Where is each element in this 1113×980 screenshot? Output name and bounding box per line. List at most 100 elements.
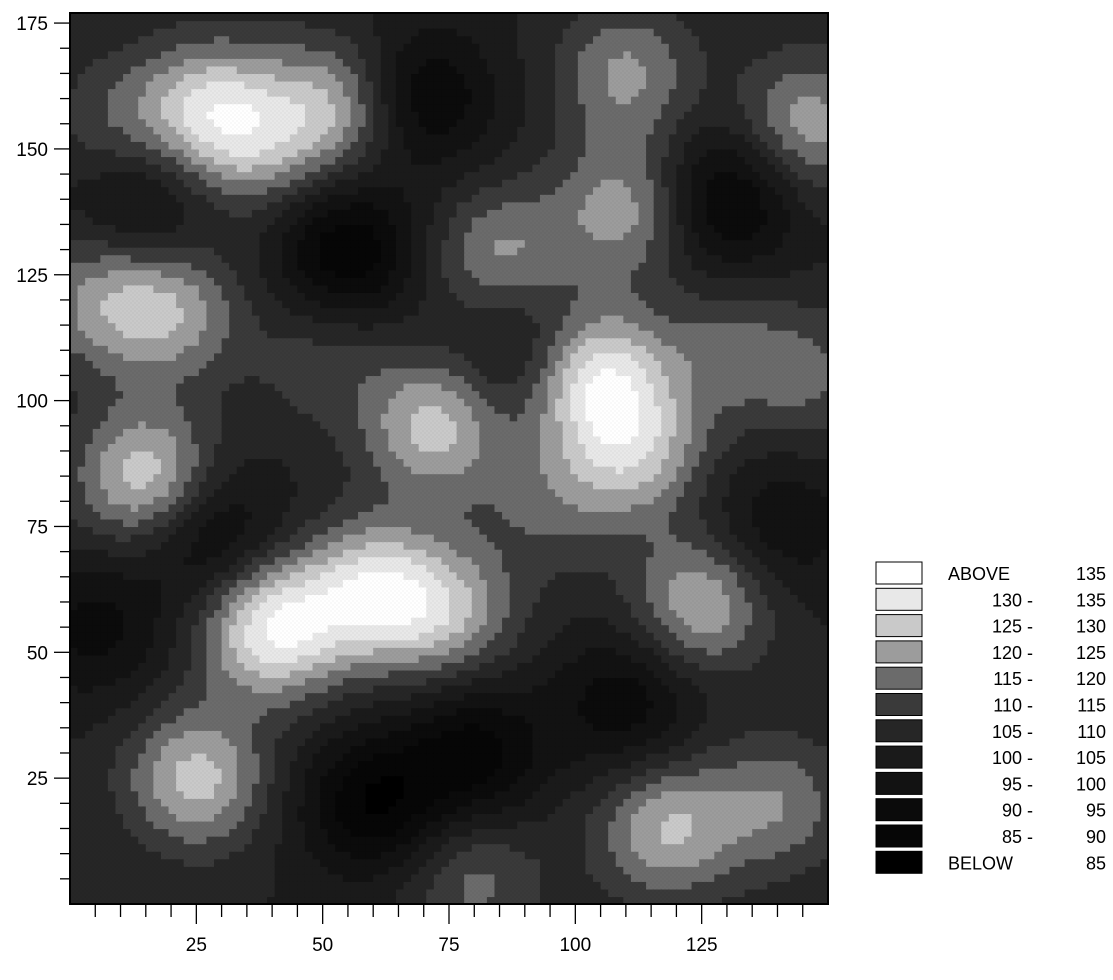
contour-cell <box>335 617 343 625</box>
contour-cell <box>282 270 290 278</box>
contour-cell <box>350 874 358 882</box>
contour-cell <box>131 270 139 278</box>
contour-cell <box>244 51 252 59</box>
contour-cell <box>320 240 328 248</box>
contour-cell <box>108 315 116 323</box>
contour-cell <box>260 723 268 731</box>
contour-cell <box>350 383 358 391</box>
contour-cell <box>191 776 199 784</box>
contour-cell <box>275 859 283 867</box>
contour-cell <box>275 36 283 44</box>
contour-cell <box>305 602 313 610</box>
contour-cell <box>290 247 298 255</box>
contour-cell <box>350 783 358 791</box>
contour-cell <box>85 723 93 731</box>
contour-cell <box>169 300 177 308</box>
contour-cell <box>115 262 123 270</box>
contour-cell <box>358 459 366 467</box>
contour-cell <box>123 172 131 180</box>
contour-cell <box>252 557 260 565</box>
contour-cell <box>138 496 146 504</box>
contour-cell <box>260 360 268 368</box>
contour-cell <box>350 828 358 836</box>
contour-cell <box>146 474 154 482</box>
contour-cell <box>229 617 237 625</box>
contour-cell <box>237 141 245 149</box>
contour-cell <box>320 459 328 467</box>
contour-cell <box>366 270 374 278</box>
contour-cell <box>169 66 177 74</box>
contour-cell <box>169 685 177 693</box>
contour-cell <box>282 557 290 565</box>
contour-cell <box>78 375 86 383</box>
contour-cell <box>176 821 184 829</box>
contour-cell <box>108 587 116 595</box>
contour-cell <box>328 776 336 784</box>
contour-cell <box>244 662 252 670</box>
contour-cell <box>176 889 184 897</box>
contour-cell <box>381 202 389 210</box>
contour-cell <box>244 761 252 769</box>
contour-cell <box>146 277 154 285</box>
contour-cell <box>131 156 139 164</box>
contour-cell <box>388 662 396 670</box>
contour-cell <box>343 874 351 882</box>
contour-cell <box>100 338 108 346</box>
contour-cell <box>222 187 230 195</box>
contour-cell <box>108 240 116 248</box>
contour-cell <box>184 761 192 769</box>
contour-cell <box>123 730 131 738</box>
contour-cell <box>244 368 252 376</box>
contour-cell <box>237 836 245 844</box>
contour-cell <box>229 383 237 391</box>
contour-cell <box>214 111 222 119</box>
contour-cell <box>153 889 161 897</box>
contour-cell <box>153 28 161 36</box>
contour-cell <box>199 783 207 791</box>
contour-cell <box>138 579 146 587</box>
contour-cell <box>343 549 351 557</box>
contour-cell <box>93 179 101 187</box>
contour-cell <box>237 104 245 112</box>
contour-cell <box>366 172 374 180</box>
contour-cell <box>350 224 358 232</box>
contour-cell <box>191 391 199 399</box>
contour-cell <box>184 828 192 836</box>
contour-cell <box>206 451 214 459</box>
contour-cell <box>153 791 161 799</box>
contour-cell <box>305 307 313 315</box>
contour-cell <box>328 844 336 852</box>
contour-cell <box>115 859 123 867</box>
contour-cell <box>320 285 328 293</box>
contour-cell <box>260 413 268 421</box>
contour-cell <box>260 368 268 376</box>
contour-cell <box>313 670 321 678</box>
contour-cell <box>335 670 343 678</box>
contour-cell <box>93 13 101 21</box>
contour-cell <box>260 693 268 701</box>
contour-cell <box>358 292 366 300</box>
contour-cell <box>366 806 374 814</box>
contour-cell <box>100 300 108 308</box>
contour-cell <box>161 844 169 852</box>
contour-cell <box>153 693 161 701</box>
contour-cell <box>108 202 116 210</box>
contour-cell <box>93 594 101 602</box>
contour-cell <box>222 761 230 769</box>
contour-cell <box>214 836 222 844</box>
contour-cell <box>358 723 366 731</box>
contour-cell <box>199 723 207 731</box>
contour-cell <box>328 451 336 459</box>
contour-cell <box>161 307 169 315</box>
contour-cell <box>260 353 268 361</box>
contour-cell <box>388 889 396 897</box>
contour-cell <box>305 542 313 550</box>
contour-cell <box>70 730 78 738</box>
contour-cell <box>244 406 252 414</box>
contour-cell <box>290 240 298 248</box>
contour-cell <box>70 542 78 550</box>
contour-cell <box>206 119 214 127</box>
contour-cell <box>350 496 358 504</box>
contour-cell <box>237 51 245 59</box>
contour-cell <box>313 247 321 255</box>
